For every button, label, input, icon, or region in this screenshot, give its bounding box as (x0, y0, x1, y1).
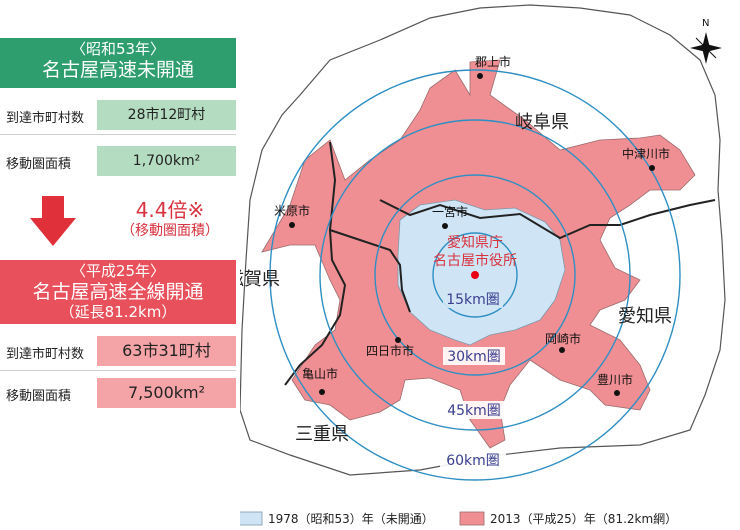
ratio-note: （移動圏面積） (121, 223, 219, 239)
header-before: 〈昭和53年〉 名古屋高速未開通 (0, 38, 236, 88)
divider (0, 134, 236, 135)
center-label-2: 名古屋市役所 (433, 252, 517, 269)
city-dot-toyokawa (614, 390, 620, 396)
city-dot-kameyama (319, 389, 325, 395)
city-dot-nakatsugawa (649, 165, 655, 171)
ring-15km (432, 232, 518, 318)
header-before-year: 〈昭和53年〉 (70, 40, 166, 58)
ring-label-15km: 15km圏 (446, 292, 500, 308)
pref-label-mie: 三重県 (295, 424, 349, 445)
compass-north: N (702, 18, 709, 29)
after-value-area: 7,500km² (97, 378, 236, 408)
city-dot-ichinomiya (442, 223, 448, 229)
legend: 1978（昭和53）年（未開通） 2013（平成25）年（81.2km網） (240, 511, 677, 526)
center-marker (471, 271, 479, 279)
after-label-municipalities: 到達市町村数 (6, 347, 85, 362)
city-dot-gujo (477, 73, 483, 79)
pref-label-gifu: 岐阜県 (515, 112, 569, 133)
after-row-area: 移動圏面積 7,500km² (0, 378, 236, 408)
legend-swatch-2013 (459, 511, 485, 526)
city-label-gujo: 郡上市 (475, 54, 511, 69)
header-before-title: 名古屋高速未開通 (41, 59, 194, 81)
city-label-maibara: 米原市 (274, 203, 310, 218)
ring-60km (269, 69, 681, 481)
ring-label-60km: 60km圏 (446, 453, 500, 469)
header-after: 〈平成25年〉 名古屋高速全線開通 （延長81.2km） (0, 260, 236, 324)
city-label-okazaki: 岡崎市 (545, 331, 581, 346)
city-label-toyokawa: 豊川市 (597, 372, 633, 387)
ring-30km (374, 174, 576, 376)
before-row-municipalities: 到達市町村数 28市12町村 (0, 100, 236, 130)
after-row-municipalities: 到達市町村数 63市31町村 (0, 336, 236, 366)
before-row-area: 移動圏面積 1,700km² (0, 146, 236, 176)
city-label-kameyama: 亀山市 (302, 366, 338, 381)
ring-45km (319, 119, 631, 431)
before-value-municipalities: 28市12町村 (97, 100, 236, 130)
before-label-area: 移動圏面積 (6, 157, 72, 172)
header-after-year: 〈平成25年〉 (70, 262, 166, 280)
before-label-municipalities: 到達市町村数 (6, 111, 85, 126)
legend-label-2013: 2013（平成25）年（81.2km網） (490, 512, 677, 526)
prefecture-borders (284, 141, 716, 386)
city-label-yokkaichi: 四日市市 (366, 343, 414, 358)
ratio-callout: 4.4倍※ （移動圏面積） (100, 198, 240, 240)
ratio-value: 4.4倍※ (135, 198, 205, 222)
pref-label-aichi: 愛知県 (618, 306, 672, 327)
reach-map: 愛知県庁 名古屋市役所 15km圏 30km圏 45km圏 60km圏 岐阜県 … (240, 4, 726, 526)
legend-swatch-1978 (240, 511, 263, 526)
header-after-title: 名古屋高速全線開通 (32, 281, 204, 303)
city-dot-maibara (289, 222, 295, 228)
distance-rings (269, 69, 681, 481)
ring-label-30km: 30km圏 (447, 349, 501, 365)
down-arrow-icon (30, 196, 76, 246)
after-value-municipalities: 63市31町村 (97, 336, 236, 366)
before-value-area: 1,700km² (97, 146, 236, 176)
header-after-length: （延長81.2km） (59, 303, 177, 321)
compass-icon: N (690, 18, 722, 64)
pref-label-shiga: 滋賀県 (240, 269, 280, 290)
divider (0, 370, 236, 371)
info-panel: 〈昭和53年〉 名古屋高速未開通 到達市町村数 28市12町村 移動圏面積 1,… (0, 0, 240, 530)
city-dot-yokkaichi (395, 337, 401, 343)
ring-label-45km: 45km圏 (447, 403, 501, 419)
city-label-nakatsugawa: 中津川市 (622, 146, 670, 161)
center-label-1: 愛知県庁 (447, 234, 503, 251)
city-dot-okazaki (559, 347, 565, 353)
legend-label-1978: 1978（昭和53）年（未開通） (268, 512, 434, 526)
after-label-area: 移動圏面積 (6, 389, 72, 404)
city-label-ichinomiya: 一宮市 (432, 204, 468, 219)
